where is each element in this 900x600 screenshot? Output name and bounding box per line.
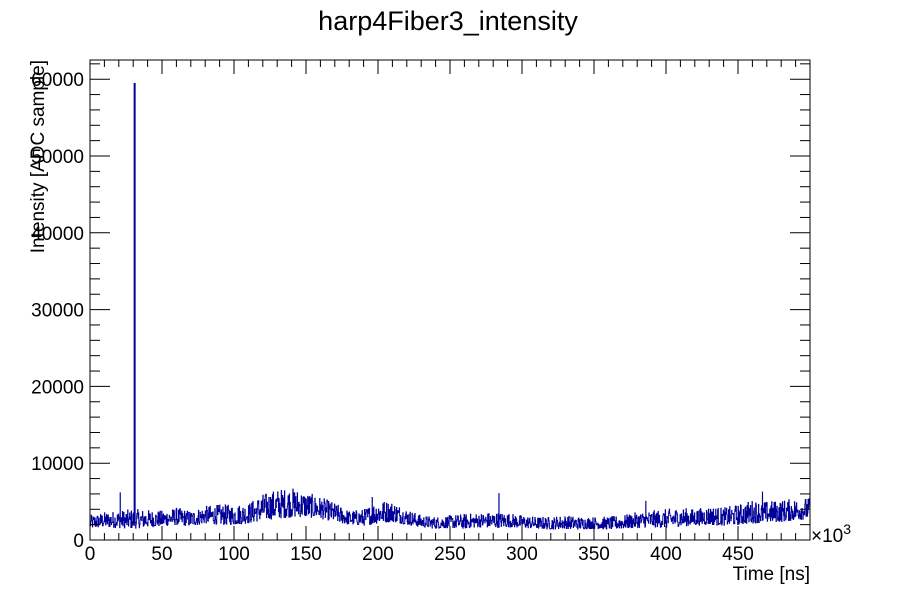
x-axis-multiplier-exponent: 3 [843, 521, 851, 537]
y-tick-label: 0 [73, 531, 84, 552]
y-axis-ticks [90, 63, 810, 541]
x-tick-label: 100 [218, 544, 250, 565]
y-tick-label: 10000 [31, 454, 84, 475]
y-tick-label: 60000 [31, 70, 84, 91]
chart-title: harp4Fiber3_intensity [318, 6, 578, 36]
x-tick-label: 300 [506, 544, 538, 565]
y-axis-tick-labels: 0 10000 20000 30000 40000 50000 60000 [31, 70, 84, 552]
x-tick-label: 150 [290, 544, 322, 565]
x-tick-label: 250 [434, 544, 466, 565]
x-tick-label: 200 [362, 544, 394, 565]
data-layer [89, 83, 811, 530]
y-tick-label: 20000 [31, 377, 84, 398]
x-axis-tick-labels: 0 50 100 150 200 250 300 350 400 450 [85, 544, 754, 565]
x-tick-label: 50 [151, 544, 172, 565]
x-tick-label: 400 [650, 544, 682, 565]
x-axis-label: Time [ns] [733, 564, 810, 585]
y-tick-label: 50000 [31, 147, 84, 168]
intensity-trace [89, 488, 811, 530]
x-tick-label: 0 [85, 544, 96, 565]
y-tick-label: 30000 [31, 301, 84, 322]
x-axis-ticks [89, 60, 811, 540]
x-tick-label: 350 [578, 544, 610, 565]
x-axis-multiplier: ×103 [811, 521, 851, 547]
x-tick-label: 450 [722, 544, 754, 565]
y-tick-label: 40000 [31, 224, 84, 245]
x-axis-multiplier-base: ×10 [811, 526, 843, 547]
y-axis-label: Intensity [ADC sample] [28, 60, 49, 253]
